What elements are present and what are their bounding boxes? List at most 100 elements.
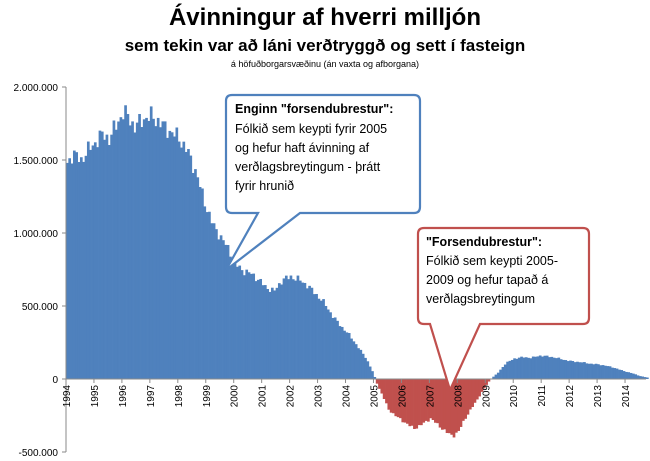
bar [98, 130, 102, 379]
bar [550, 356, 554, 379]
bar [436, 379, 440, 424]
x-tick-label: 1998 [174, 385, 185, 408]
bar [319, 300, 323, 379]
bar [140, 127, 144, 379]
bar [557, 357, 561, 379]
bar [578, 362, 582, 379]
callout-no-breach-line: fyrir hrunið [235, 179, 294, 193]
bar [142, 119, 146, 379]
bar [347, 333, 351, 379]
bar [583, 362, 586, 379]
x-tick-label: 2006 [397, 385, 408, 408]
bar [629, 372, 633, 379]
bar [538, 355, 542, 379]
bar [147, 120, 151, 379]
bar [415, 379, 419, 429]
bar [622, 371, 626, 379]
bar [254, 281, 258, 379]
bar [224, 244, 228, 379]
bar [103, 139, 106, 379]
bar [562, 359, 565, 379]
bar [408, 379, 412, 427]
bar [361, 353, 365, 379]
bar [359, 349, 363, 379]
bar [639, 376, 642, 379]
callout-breach-line: Fólkið sem keypti 2005- [426, 254, 558, 268]
bar [294, 280, 297, 379]
bar [382, 379, 386, 399]
bar [564, 360, 568, 379]
bar [643, 377, 647, 379]
callout-breach-line: verðlagsbreytingum [426, 292, 535, 306]
bar [445, 379, 449, 434]
bar [177, 141, 181, 379]
bar [298, 280, 302, 379]
bar [448, 379, 451, 434]
bar [231, 259, 235, 379]
bar [333, 317, 337, 379]
bar [431, 379, 435, 421]
bar [240, 270, 244, 379]
bar [641, 376, 645, 379]
bar [345, 332, 349, 379]
bar [131, 121, 134, 380]
bar [443, 379, 447, 430]
bar [434, 379, 437, 423]
bar [114, 129, 118, 379]
bar [604, 365, 607, 379]
bar [606, 366, 610, 379]
bar [541, 356, 544, 379]
bar [266, 289, 269, 379]
chart-title: Ávinningur af hverri milljón [168, 4, 482, 31]
x-tick-label: 2012 [565, 385, 576, 408]
bar [324, 305, 328, 379]
bar [636, 375, 640, 379]
bar [646, 377, 649, 379]
x-tick-label: 2005 [369, 385, 380, 408]
bar [478, 379, 481, 397]
bar [305, 288, 309, 379]
bar [401, 379, 405, 423]
bar [296, 275, 300, 379]
bar [520, 356, 523, 379]
bar [233, 260, 237, 379]
bar [585, 363, 589, 379]
bar [592, 364, 596, 379]
bar [191, 172, 195, 379]
bar [613, 368, 617, 379]
bar [203, 206, 207, 379]
bar [308, 285, 311, 379]
callout-no-breach-line: og hefur haft ávinning af [235, 141, 370, 155]
bar [473, 379, 477, 403]
bar [257, 279, 260, 379]
bar [510, 359, 514, 379]
bar [566, 361, 570, 379]
bar [438, 379, 442, 428]
bar [82, 161, 85, 379]
bar [403, 379, 407, 423]
bar [170, 132, 174, 379]
bar [282, 278, 286, 379]
bar [336, 320, 339, 379]
bar [66, 162, 69, 379]
x-tick-label: 2009 [481, 385, 492, 408]
bar [287, 279, 290, 379]
bar [196, 177, 200, 379]
callout-no-breach-bubble [224, 93, 422, 271]
bar [529, 358, 533, 379]
bar [371, 371, 374, 379]
y-tick-label: 1.000.000 [14, 229, 59, 240]
bar [368, 366, 372, 379]
bar [590, 363, 593, 379]
bar [599, 365, 603, 379]
bar [238, 265, 242, 379]
bar [208, 211, 211, 379]
bar [205, 212, 209, 379]
x-tick-label: 2003 [314, 385, 325, 408]
bar [201, 188, 204, 379]
chart-subtitle: sem tekin var að láni verðtryggð og sett… [124, 36, 526, 55]
bar [343, 330, 346, 379]
bar [89, 149, 92, 379]
chart-note: á höfuðborgarsvæðinu (án vaxta og afborg… [230, 59, 420, 69]
bar [117, 121, 120, 380]
